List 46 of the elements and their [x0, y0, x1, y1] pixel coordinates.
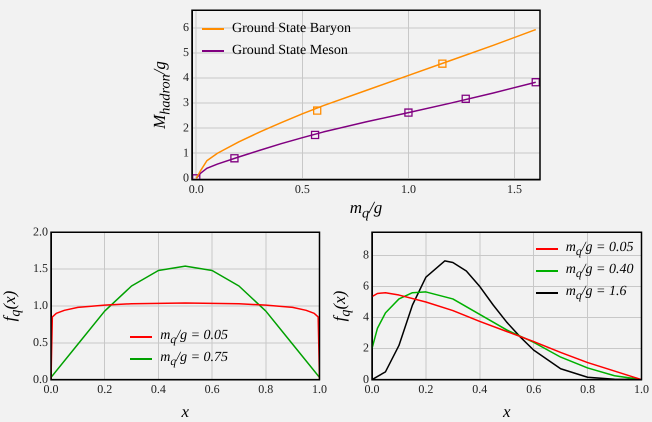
point: [438, 59, 447, 68]
legend-label: Ground State Baryon: [232, 21, 351, 38]
x-tick-label: 0.4: [472, 382, 488, 396]
y-tick-label: 1.0: [33, 298, 48, 312]
y-tick-label: 2: [183, 120, 189, 134]
y-tick-label: 4: [183, 70, 189, 84]
legend-label: m$_{q}$/g = 0.05: [566, 240, 634, 258]
x-tick-label: 0.2: [97, 382, 112, 396]
x-tick-label: 0.4: [150, 382, 166, 396]
point: [404, 108, 413, 117]
x-axis-title: x: [180, 402, 190, 422]
x-tick-label: 1.0: [312, 382, 327, 396]
point: [532, 78, 540, 86]
y-tick-label: 2: [363, 340, 369, 355]
y-tick-label: 5: [183, 45, 189, 60]
y-tick-label: 1: [183, 145, 189, 160]
x-tick-label: 0.8: [580, 382, 596, 396]
x-tick-label: 0.6: [526, 382, 542, 396]
y-tick-label: 3: [183, 95, 189, 110]
x-tick-label: 1.0: [634, 382, 649, 396]
x-tick-label: 0.6: [204, 382, 220, 396]
x-tick-label: 1.0: [400, 182, 416, 196]
y-tick-label: 0: [183, 170, 189, 184]
point: [230, 154, 239, 162]
x-tick-label: 0.5: [294, 182, 310, 196]
x-axis-title: m$_{q}$/g: [348, 198, 384, 222]
y-tick-label: 1.5: [33, 261, 48, 276]
y-tick-label: 0.5: [33, 334, 48, 349]
y-tick-label: 2.0: [33, 224, 48, 238]
y-tick-label: 0: [363, 372, 369, 386]
y-tick-label: 4: [363, 310, 369, 324]
x-axis-title: x: [502, 402, 512, 422]
legend-label: m$_{q}$/g = 1.6: [566, 284, 626, 302]
legend-label: m$_{q}$/g = 0.05: [160, 328, 228, 346]
legend-label: m$_{q}$/g = 0.75: [160, 350, 228, 368]
point: [310, 130, 320, 140]
y-tick-label: 6: [363, 278, 369, 293]
point: [462, 94, 470, 103]
point: [313, 106, 322, 115]
legend-label: Ground State Meson: [232, 43, 348, 60]
legend-label: m$_{q}$/g = 0.40: [566, 262, 634, 280]
x-tick-label: 0.8: [258, 382, 274, 396]
x-tick-label: 0.2: [418, 382, 434, 396]
y-tick-label: 8: [363, 248, 369, 262]
y-tick-label: 6: [183, 20, 189, 34]
x-tick-label: 1.5: [507, 182, 522, 196]
